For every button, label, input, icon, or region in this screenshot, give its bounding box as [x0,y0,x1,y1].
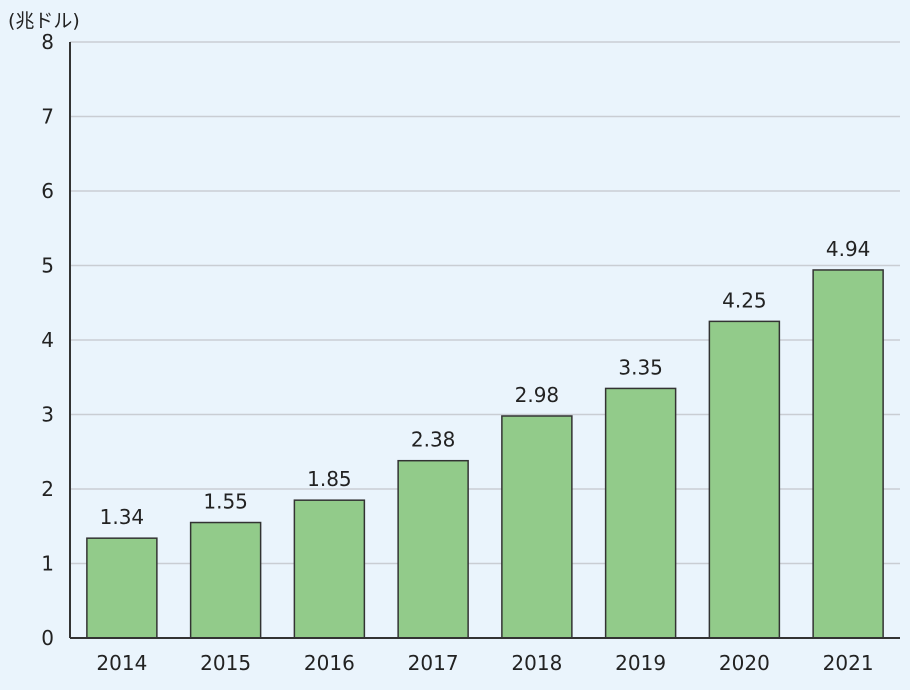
bar-2020 [708,320,781,639]
y-tick-label-3: 3 [41,403,54,427]
data-labels: 1.34 1.55 1.85 2.38 2.98 3.35 4.25 4.94 [100,237,871,529]
bars [86,269,884,639]
x-tick-label-2014: 2014 [96,651,147,675]
y-tick-label-2: 2 [41,477,54,501]
x-tick-label-2015: 2015 [200,651,251,675]
x-tick-label-2021: 2021 [823,651,874,675]
bar-2017 [397,459,469,639]
bar-2019 [604,387,677,639]
x-tick-label-2020: 2020 [719,651,770,675]
y-tick-label-7: 7 [41,105,54,129]
x-tick-label-2018: 2018 [511,651,562,675]
bar-2021 [812,269,884,639]
data-label-2014: 1.34 [100,505,145,529]
x-tick-label-2016: 2016 [304,651,355,675]
y-axis: 0 1 2 3 4 5 6 7 8 [41,30,54,650]
y-tick-label-8: 8 [41,30,54,54]
x-tick-label-2019: 2019 [615,651,666,675]
bar-2016 [293,499,366,639]
data-label-2016: 1.85 [307,467,352,491]
data-label-2019: 3.35 [618,355,663,379]
bar-2014 [86,537,158,639]
data-label-2017: 2.38 [411,428,456,452]
x-tick-label-2017: 2017 [408,651,459,675]
x-axis: 2014 2015 2016 2017 2018 2019 2020 2021 [96,651,873,675]
data-label-2020: 4.25 [722,288,767,312]
y-tick-label-1: 1 [41,552,54,576]
y-tick-label-0: 0 [41,626,54,650]
data-label-2015: 1.55 [203,490,248,514]
data-label-2018: 2.98 [515,383,560,407]
y-tick-label-4: 4 [41,328,54,352]
bar-2018 [501,415,573,639]
y-tick-label-6: 6 [41,179,54,203]
y-tick-label-5: 5 [41,254,54,278]
y-axis-unit-label: (兆ドル) [8,10,80,32]
bar-2015 [189,521,262,639]
data-label-2021: 4.94 [826,237,871,261]
